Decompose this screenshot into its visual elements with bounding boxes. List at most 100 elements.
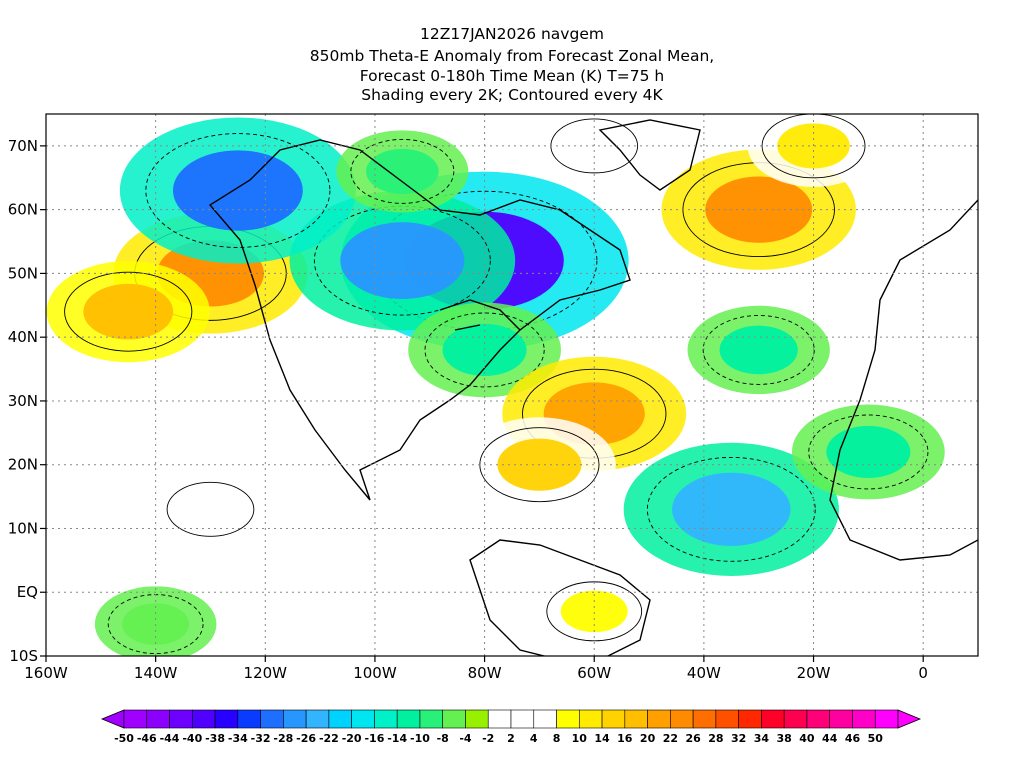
colorbar-label: -16 [364, 732, 384, 745]
anomaly-region-core [672, 472, 791, 546]
lat-tick-label: 20N [8, 456, 38, 474]
colorbar-label: 8 [553, 732, 561, 745]
colorbar-under-arrow [100, 709, 125, 729]
lat-tick-label: 10S [9, 647, 38, 665]
colorbar-swatch [123, 709, 148, 729]
colorbar-swatch [283, 709, 307, 729]
colorbar-swatch [761, 709, 785, 729]
colorbar-label: 10 [572, 732, 588, 745]
colorbar-swatch [487, 709, 512, 729]
colorbar-swatch [419, 709, 444, 729]
colorbar-swatch [601, 709, 626, 729]
lat-tick-label: 70N [8, 137, 38, 155]
anomaly-contour [64, 271, 193, 352]
colorbar-swatch [169, 709, 193, 729]
colorbar-swatch [556, 709, 580, 729]
lon-tick-label: 140W [134, 664, 178, 682]
title-block: 12Z17JAN2026 navgem 850mb Theta-E Anomal… [310, 25, 714, 104]
lon-tick-label: 160W [24, 664, 68, 682]
latitude-axis: 70N 60N 50N 40N 30N 20N 10N EQ 10S [8, 137, 46, 665]
colorbar-swatch [578, 709, 603, 729]
colorbar-swatch [374, 709, 398, 729]
great-lakes [439, 299, 521, 331]
colorbar-label: 28 [708, 732, 723, 745]
colorbar-label: 38 [777, 732, 792, 745]
anomaly-contour [145, 133, 331, 248]
colorbar-swatch [351, 709, 375, 729]
lon-tick-label: 80W [468, 664, 502, 682]
colorbar-label: -32 [251, 732, 271, 745]
colorbar-label: 14 [594, 732, 610, 745]
colorbar-swatch [783, 709, 808, 729]
anomaly-region-core [172, 150, 303, 231]
colorbar-label: -40 [182, 732, 202, 745]
colorbar-label: -38 [205, 732, 225, 745]
lon-tick-label: 60W [577, 664, 611, 682]
colorbar-over-arrow [897, 709, 922, 729]
colorbar-swatch [692, 709, 717, 729]
colorbar-swatch [146, 709, 170, 729]
colorbar-swatch [624, 709, 648, 729]
lon-tick-label: 40W [687, 664, 721, 682]
anomaly-region-core [719, 325, 798, 375]
colorbar-swatch [533, 709, 557, 729]
colorbar: -50 -46 -44 -40 -38 -34 -32 -28 -26 -22 -20 -16 -14-… [100, 709, 922, 745]
colorbar-swatch [442, 709, 466, 729]
title-line-1: 12Z17JAN2026 navgem [420, 25, 604, 43]
anomaly-contour [761, 114, 866, 179]
colorbar-label: -44 [160, 732, 180, 745]
colorbar-label: -50 [114, 732, 134, 745]
anomaly-contour [702, 315, 815, 385]
lon-tick-label: 0 [918, 664, 928, 682]
colorbar-swatch [396, 709, 421, 729]
colorbar-label: -22 [319, 732, 339, 745]
lat-tick-label: 40N [8, 328, 38, 346]
lon-tick-label: 20W [797, 664, 831, 682]
colorbar-label: -28 [273, 732, 293, 745]
colorbar-label: 46 [845, 732, 861, 745]
colorbar-swatch [260, 709, 284, 729]
colorbar-swatch [874, 709, 899, 729]
coast-south-america [469, 539, 651, 656]
colorbar-swatch [647, 709, 671, 729]
coastlines [208, 119, 978, 656]
colorbar-label: 34 [754, 732, 770, 745]
colorbar-label: 50 [868, 732, 884, 745]
colorbar-label: 16 [617, 732, 633, 745]
colorbar-label: 20 [640, 732, 656, 745]
title-line-3: Forecast 0-180h Time Mean (K) T=75 h [360, 67, 664, 85]
colorbar-swatch [670, 709, 694, 729]
lat-tick-label: EQ [17, 583, 38, 601]
lat-tick-label: 10N [8, 519, 38, 537]
colorbar-label: -4 [459, 732, 472, 745]
anomaly-contour [166, 481, 255, 537]
colorbar-swatch [829, 709, 853, 729]
colorbar-label: -14 [387, 732, 407, 745]
colorbar-swatch [806, 709, 831, 729]
longitude-axis: 160W 140W 120W 100W 80W 60W 40W 20W 0 [24, 656, 928, 682]
title-line-2: 850mb Theta-E Anomaly from Forecast Zona… [310, 47, 714, 65]
colorbar-swatch [510, 709, 535, 729]
anomaly-region-core [826, 425, 911, 479]
lat-tick-label: 60N [8, 201, 38, 219]
anomaly-contour [350, 138, 455, 204]
colorbar-label: 2 [507, 732, 515, 745]
colorbar-swatch [328, 709, 352, 729]
colorbar-label: -34 [228, 732, 248, 745]
lat-tick-label: 50N [8, 264, 38, 282]
lon-tick-label: 100W [353, 664, 397, 682]
colorbar-label: -8 [437, 732, 449, 745]
title-line-4: Shading every 2K; Contoured every 4K [361, 86, 663, 104]
colorbar-label: -20 [342, 732, 362, 745]
coast-greenland [598, 119, 701, 191]
colorbar-label: -2 [482, 732, 494, 745]
colorbar-label: 22 [663, 732, 678, 745]
colorbar-swatch [738, 709, 762, 729]
coast-europe-africa [829, 199, 978, 561]
anomaly-region-core [366, 148, 439, 194]
anomaly-region-core [179, 490, 242, 529]
colorbar-swatch [237, 709, 261, 729]
anomaly-field [46, 114, 945, 656]
colorbar-label: -46 [137, 732, 157, 745]
